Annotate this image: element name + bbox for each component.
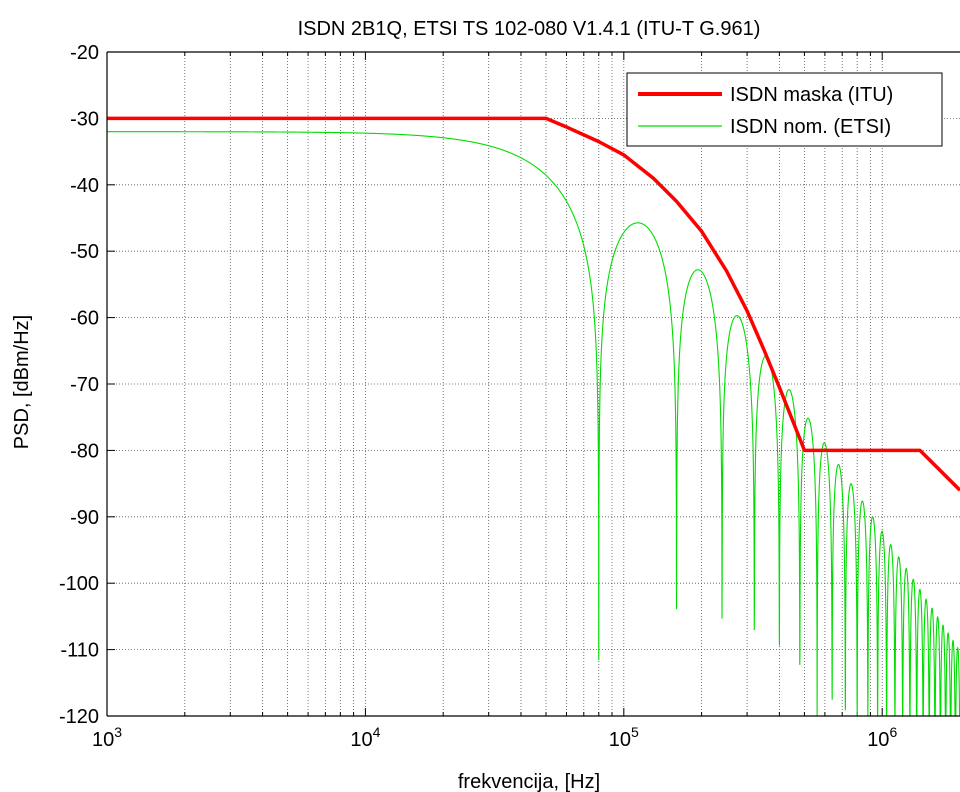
y-tick-label: -20 (70, 42, 99, 64)
legend-label-etsi: ISDN nom. (ETSI) (730, 116, 891, 138)
x-tick-exponent: 4 (373, 724, 381, 740)
y-tick-label: -100 (59, 573, 99, 595)
x-tick-base: 10 (92, 729, 114, 751)
x-tick-exponent: 3 (114, 724, 122, 740)
x-axis-label: frekvencija, [Hz] (458, 771, 600, 792)
series-line-isdn-maska-itu (107, 116, 960, 492)
y-tick-label: -30 (70, 108, 99, 130)
legend-box (626, 72, 943, 147)
y-tick-label: -40 (70, 175, 99, 197)
series-line-isdn-nom-etsi (107, 131, 960, 716)
x-tick-base: 10 (867, 729, 889, 751)
y-tick-label: -70 (70, 374, 99, 396)
y-tick-label: -80 (70, 440, 99, 462)
x-tick-exponent: 5 (631, 724, 639, 740)
x-tick-exponent: 6 (889, 724, 897, 740)
y-tick-label: -110 (60, 640, 99, 662)
x-tick-label: 104 (350, 724, 380, 751)
y-tick-label: -60 (70, 308, 99, 330)
legend-label-itu: ISDN maska (ITU) (730, 84, 893, 106)
x-tick-base: 10 (609, 729, 631, 751)
y-tick-label: -120 (59, 706, 99, 728)
y-axis-label: PSD, [dBm/Hz] (11, 315, 33, 449)
chart-title: ISDN 2B1Q, ETSI TS 102-080 V1.4.1 (ITU-T… (298, 18, 761, 40)
x-tick-label: 105 (609, 724, 639, 751)
y-tick-label: -50 (70, 241, 99, 263)
x-tick-base: 10 (350, 729, 372, 751)
x-tick-label: 103 (92, 724, 122, 751)
x-tick-label: 106 (867, 724, 897, 751)
gridlines: -20 -30 -40 -50 -60 -70 -80 -90 -100 -110 -120 (59, 42, 960, 728)
y-tick-label: -90 (70, 507, 99, 529)
legend: ISDN maska (ITU) ISDN nom. (ETSI) (626, 72, 943, 147)
